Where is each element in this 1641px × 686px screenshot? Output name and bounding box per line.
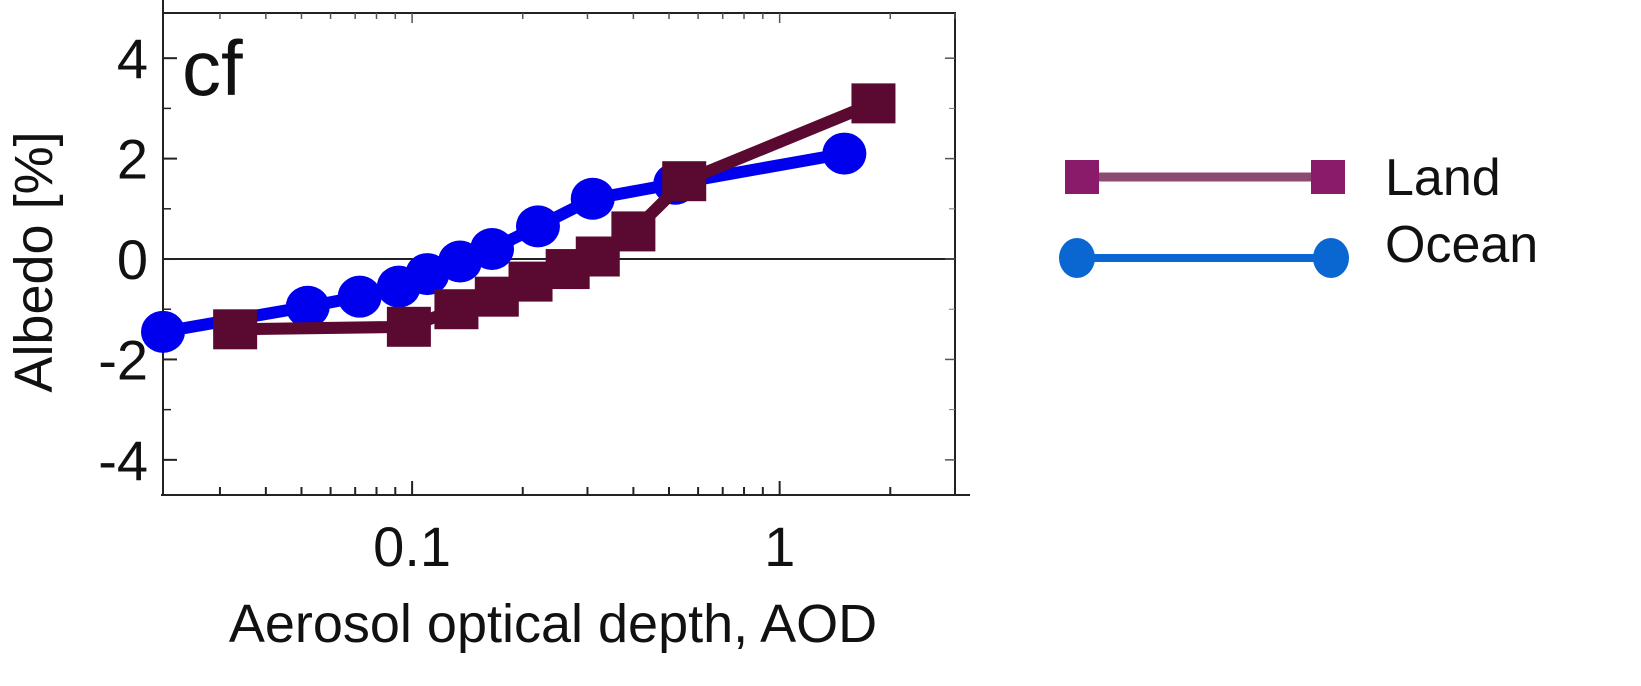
data-point-land (508, 261, 553, 302)
legend-land-marker (1065, 160, 1099, 194)
data-point-land (851, 83, 896, 124)
tick-labels: 4 2 0 -2 -4 0.1 1 (98, 27, 795, 578)
y-tick-label: 2 (117, 128, 148, 191)
data-point-land (386, 306, 431, 347)
x-tick-label: 1 (764, 515, 795, 578)
legend-entry-ocean: Ocean (1059, 216, 1538, 278)
legend-ocean-marker (1313, 238, 1349, 278)
data-point-ocean (822, 132, 867, 175)
legend-label-land: Land (1385, 149, 1501, 207)
legend: Land Ocean (1059, 149, 1538, 278)
data-point-ocean (285, 285, 330, 328)
y-tick-label: 4 (117, 27, 148, 90)
y-tick-label: 0 (117, 228, 148, 291)
series-layer (141, 83, 896, 353)
data-point-land (662, 161, 707, 202)
plot-frame (161, 0, 970, 496)
y-tick-label: -4 (98, 429, 148, 492)
data-point-land (434, 289, 479, 330)
panel-label: cf (182, 24, 243, 112)
series-ocean (141, 132, 867, 353)
series-land (213, 83, 896, 350)
x-tick-label: 0.1 (373, 515, 451, 578)
y-tick-label: -2 (98, 328, 148, 391)
data-point-ocean (515, 205, 560, 248)
legend-entry-land: Land (1065, 149, 1501, 207)
data-point-ocean (570, 177, 615, 220)
x-axis-title: Aerosol optical depth, AOD (229, 594, 877, 654)
data-point-ocean (141, 310, 185, 353)
y-axis-title: Albedo [%] (4, 131, 64, 392)
data-point-land (213, 309, 258, 350)
legend-label-ocean: Ocean (1385, 216, 1538, 274)
legend-land-marker (1311, 160, 1345, 194)
data-point-land (611, 211, 656, 252)
legend-ocean-marker (1059, 238, 1095, 278)
data-point-ocean (470, 227, 515, 270)
data-point-ocean (337, 275, 382, 318)
